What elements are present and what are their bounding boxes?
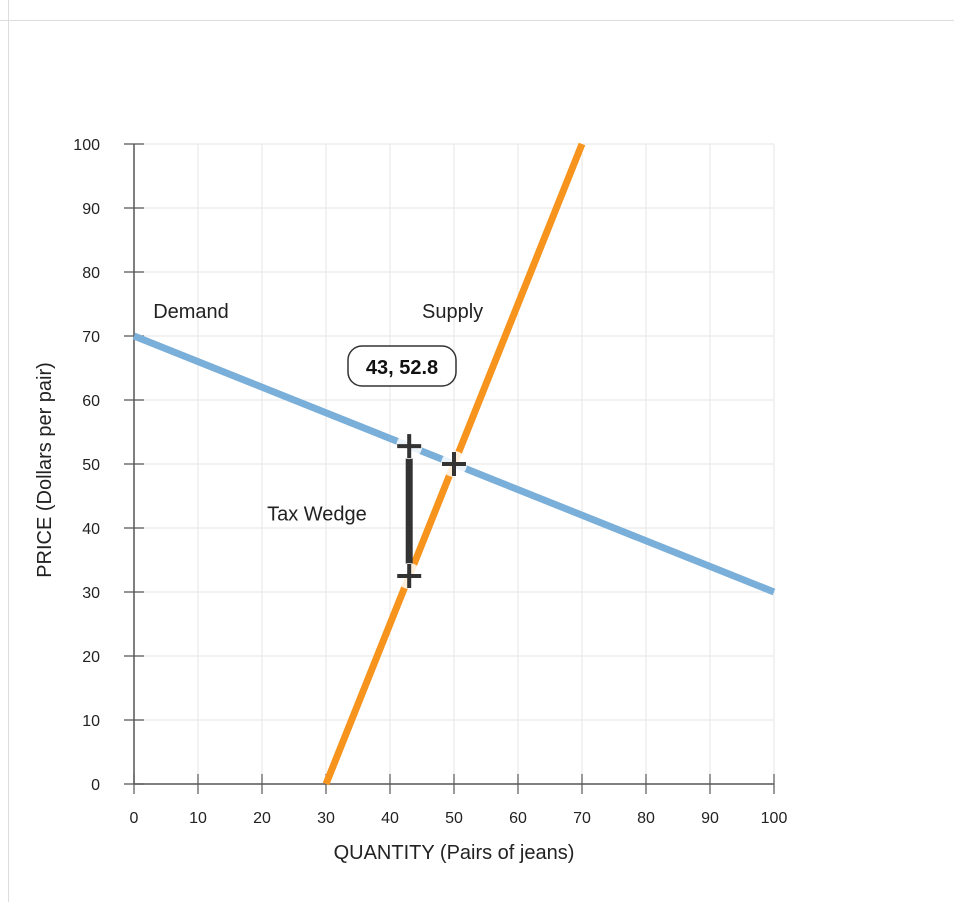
plus-marker[interactable]	[396, 433, 423, 460]
coordinate-readout: 43, 52.8	[347, 345, 457, 387]
y-tick-label: 80	[82, 265, 100, 282]
x-tick-label: 0	[130, 810, 139, 827]
x-tick-label: 100	[761, 810, 788, 827]
y-tick-label: 60	[82, 393, 100, 410]
panel-left-border	[8, 0, 9, 902]
y-tick-label: 30	[82, 585, 100, 602]
y-tick-label: 40	[82, 521, 100, 538]
y-tick-label: 10	[82, 713, 100, 730]
x-tick-label: 30	[317, 810, 335, 827]
y-tick-label: 20	[82, 649, 100, 666]
y-tick-label: 0	[91, 777, 100, 794]
x-tick-label: 80	[637, 810, 655, 827]
x-tick-label: 70	[573, 810, 591, 827]
x-axis-title: QUANTITY (Pairs of jeans)	[334, 842, 575, 864]
y-tick-label: 70	[82, 329, 100, 346]
plus-marker[interactable]	[396, 563, 423, 589]
x-tick-label: 60	[509, 810, 527, 827]
axes: 0 10 20 30 40 50 60 70 80 90 100 0 10 20 30 40 50 60 70 80 9…	[73, 137, 787, 827]
demand-label: Demand	[153, 301, 229, 323]
plus-marker[interactable]	[441, 451, 467, 477]
x-tick-label: 10	[189, 810, 207, 827]
panel-top-border	[0, 20, 954, 21]
supply-label: Supply	[422, 301, 483, 323]
y-axis-title: PRICE (Dollars per pair)	[34, 362, 56, 578]
x-tick-label: 40	[381, 810, 399, 827]
y-tick-label: 90	[82, 201, 100, 218]
readout-text: 43, 52.8	[366, 357, 438, 379]
readout-box	[347, 345, 457, 387]
markers[interactable]	[396, 433, 467, 589]
x-tick-label: 50	[445, 810, 463, 827]
y-tick-label: 50	[82, 457, 100, 474]
tax-wedge-label: Tax Wedge	[267, 503, 367, 525]
x-tick-label: 20	[253, 810, 271, 827]
y-tick-label: 100	[73, 137, 100, 154]
x-tick-label: 90	[701, 810, 719, 827]
